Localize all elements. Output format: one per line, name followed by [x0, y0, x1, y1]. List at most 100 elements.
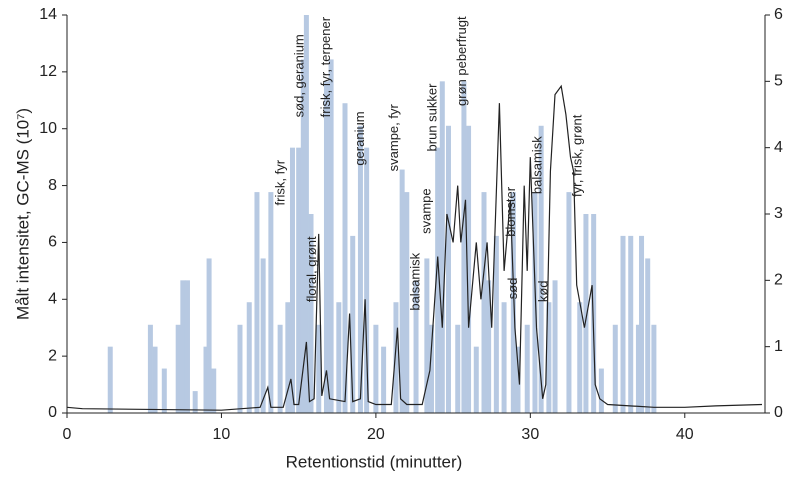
olfactometry-bar	[308, 214, 314, 413]
olfactometry-bar	[184, 280, 190, 413]
olfactometry-bar	[486, 280, 492, 413]
olfactometry-bar	[466, 125, 472, 413]
y2-tick-label: 1	[774, 338, 783, 355]
olfactometry-bar	[260, 258, 266, 413]
annotation: fyr, frisk, grønt	[570, 114, 585, 197]
olfactometry-bar	[510, 192, 516, 413]
olfactometry-bar	[455, 324, 461, 413]
olfactometry-bar	[254, 192, 260, 413]
olfactometry-bar	[591, 214, 597, 413]
olfactometry-bar	[524, 324, 530, 413]
annotation: frisk, fyr	[272, 159, 287, 205]
y2-tick-label: 2	[774, 272, 783, 289]
olfactometry-bar	[577, 302, 583, 413]
olfactometry-bar	[546, 302, 552, 413]
olfactometry-bar	[373, 324, 379, 413]
olfactometry-bar	[413, 280, 419, 413]
x-tick-label: 30	[521, 426, 539, 443]
olfactometry-bar	[538, 125, 544, 413]
annotation: svampe	[418, 188, 433, 234]
olfactometry-bar	[180, 280, 186, 413]
olfactometry-bar	[566, 192, 572, 413]
gcms-line	[66, 84, 763, 411]
olfactometry-bar	[645, 258, 651, 413]
olfactometry-bar	[289, 147, 295, 413]
annotation: brun sukker	[424, 83, 439, 152]
olfactometry-bar	[583, 214, 589, 413]
olfactometry-bar	[435, 147, 441, 413]
olfactometry-bar	[393, 302, 399, 413]
olfactometry-bar	[342, 103, 348, 414]
olfactometry-bar	[328, 59, 334, 414]
olfactometry-bar	[404, 192, 410, 413]
y-tick-label: 12	[39, 63, 57, 80]
olfactometry-bar	[439, 81, 445, 413]
y-tick-label: 8	[48, 177, 57, 194]
x-axis-title: Retentionstid (minutter)	[286, 452, 463, 471]
olfactometry-bar	[336, 302, 342, 413]
annotation: svampe, fyr	[386, 104, 401, 172]
olfactometry-bar	[424, 258, 430, 413]
y-tick-label: 14	[39, 6, 57, 23]
olfactometry-bar	[620, 235, 626, 413]
olfactometry-bar	[246, 302, 252, 413]
olfactometry-bar	[300, 59, 306, 414]
olfactometry-bar	[501, 302, 507, 413]
y-axis-title: Målt intensitet, GC-MS (10⁷)	[13, 108, 32, 320]
olfactometry-bar	[381, 346, 387, 413]
olfactometry-bar	[285, 302, 291, 413]
olfactometry-bar	[532, 192, 538, 413]
olfactometry-bar	[628, 235, 634, 413]
y-tick-label: 4	[48, 291, 57, 308]
y-tick-label: 0	[48, 404, 57, 421]
annotation: frisk, fyr, terpener	[318, 16, 333, 117]
olfactometry-bar	[515, 346, 521, 413]
annotation: sød, geranium	[292, 34, 307, 117]
olfactometry-bar	[203, 346, 209, 413]
olfactometry-bar	[357, 125, 363, 413]
y2-tick-label: 5	[774, 73, 783, 90]
olfactometry-bar	[268, 192, 274, 413]
annotation: geranium	[352, 111, 367, 165]
olfactometry-bar	[473, 346, 479, 413]
olfactometry-bar	[211, 368, 217, 413]
olfactometry-bar	[639, 235, 645, 413]
olfactometry-bar	[277, 324, 283, 413]
olfactometry-bar	[237, 324, 243, 413]
olfactometry-bar	[552, 280, 558, 413]
olfactometry-bar	[206, 258, 212, 413]
annotation: grøn peberfrugt	[454, 16, 469, 106]
y2-tick-label: 3	[774, 205, 783, 222]
x-tick-label: 40	[676, 426, 694, 443]
olfactometry-bar	[175, 324, 181, 413]
olfactometry-bar	[323, 81, 329, 413]
olfactometry-bar	[445, 125, 451, 413]
olfactometry-bar	[364, 147, 370, 413]
y-tick-label: 6	[48, 234, 57, 251]
olfactometry-bar	[303, 15, 309, 413]
olfactometry-bar	[316, 324, 322, 413]
olfactometry-bar	[428, 324, 434, 413]
annotation: blomster	[503, 186, 518, 237]
annotation: floral, grønt	[304, 236, 319, 302]
olfactometry-bar	[147, 324, 153, 413]
olfactometry-bar	[461, 81, 467, 413]
annotation: kød	[536, 280, 551, 302]
olfactometry-bar	[493, 235, 499, 413]
y-tick-label: 10	[39, 120, 57, 137]
y2-tick-label: 4	[774, 139, 783, 156]
y2-tick-label: 0	[774, 404, 783, 421]
annotation: balsamisk	[407, 252, 422, 310]
olfactometry-bar	[350, 235, 356, 413]
olfactometry-bar	[296, 147, 302, 413]
olfactometry-bar	[598, 368, 604, 413]
y2-tick-label: 6	[774, 6, 783, 23]
x-tick-label: 0	[63, 426, 72, 443]
olfactometry-bar	[635, 324, 641, 413]
olfactometry-bar	[192, 391, 198, 413]
olfactometry-bar	[107, 346, 113, 413]
annotation: balsamisk	[529, 136, 544, 194]
olfactometry-bar	[399, 169, 405, 413]
